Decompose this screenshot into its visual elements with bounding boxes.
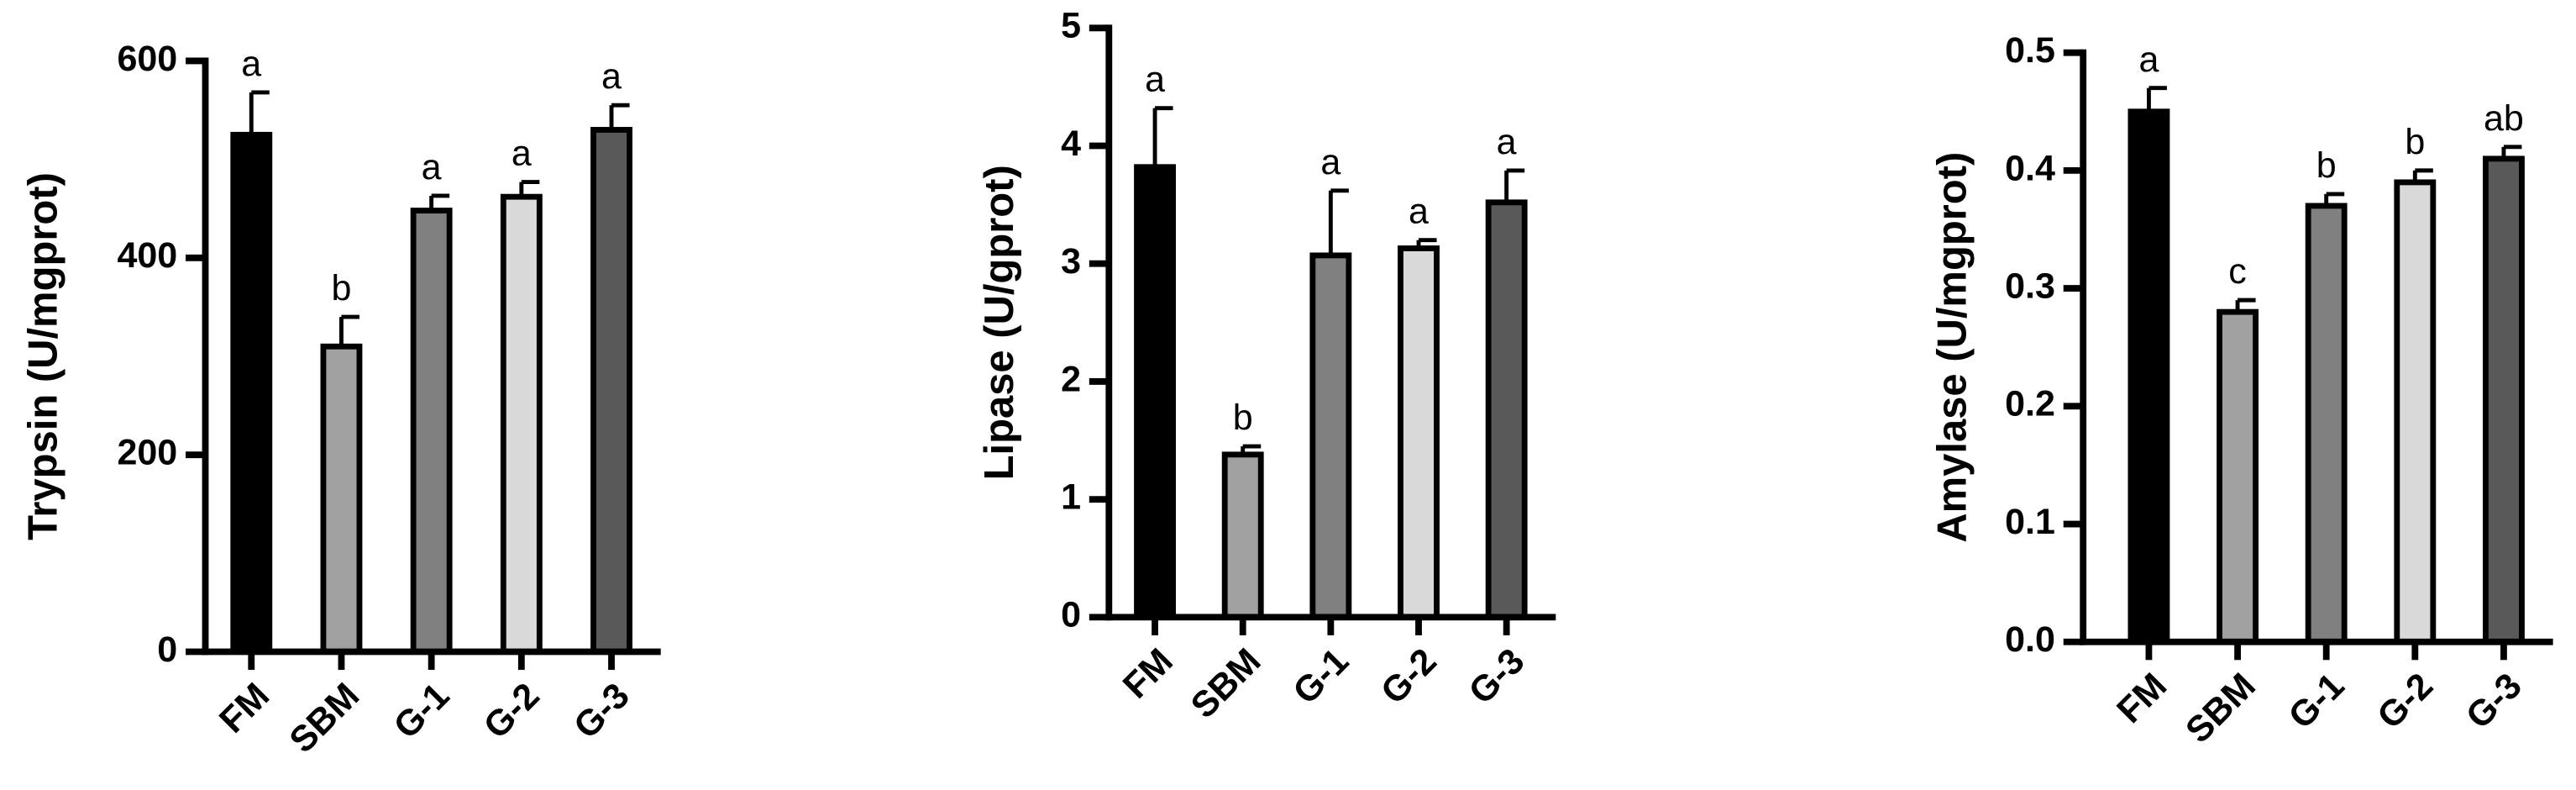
y-axis-label: Amylase (U/mgprot)	[1930, 152, 1975, 543]
significance-label: b	[1233, 398, 1253, 438]
x-tick-label: SBM	[2178, 666, 2264, 751]
y-tick-label: 4	[1061, 124, 1081, 164]
x-tick-label: G-2	[476, 676, 548, 747]
x-tick-label: G-3	[566, 676, 637, 747]
x-tick-label: G-2	[1373, 641, 1445, 713]
x-tick-label: SBM	[282, 676, 368, 761]
significance-label: a	[2138, 40, 2159, 80]
y-tick-label: 0	[157, 629, 177, 670]
significance-label: a	[1320, 142, 1340, 182]
y-tick-label: 0.4	[2005, 148, 2055, 188]
bar	[1398, 245, 1440, 620]
significance-label: ab	[2484, 98, 2524, 139]
y-axis-label: Trypsin (U/mgprot)	[21, 172, 66, 540]
bar	[230, 131, 273, 655]
significance-label: a	[1145, 60, 1165, 100]
y-tick-label: 0.3	[2005, 266, 2055, 306]
significance-label: b	[2316, 145, 2337, 186]
bar	[1221, 451, 1264, 620]
x-tick-label: SBM	[1183, 641, 1269, 727]
significance-label: b	[331, 268, 351, 308]
y-tick-label: 0.1	[2005, 502, 2055, 542]
significance-label: a	[422, 147, 442, 187]
significance-label: a	[1497, 122, 1517, 162]
significance-label: a	[601, 56, 622, 97]
bar	[2305, 203, 2348, 645]
y-tick-label: 400	[117, 235, 177, 276]
y-tick-label: 3	[1061, 241, 1081, 282]
x-tick-label: FM	[1115, 641, 1181, 707]
y-tick-label: 200	[117, 433, 177, 473]
bar	[2482, 155, 2525, 645]
significance-label: a	[1409, 192, 1429, 232]
significance-label: c	[2228, 251, 2247, 292]
x-tick-label: G-2	[2369, 666, 2441, 737]
bar	[2394, 179, 2437, 645]
bar	[2217, 308, 2259, 645]
significance-label: a	[241, 44, 261, 84]
bar	[590, 127, 632, 655]
bar	[320, 343, 363, 655]
x-tick-label: G-3	[1461, 641, 1533, 713]
significance-label: a	[512, 134, 532, 174]
x-tick-label: G-3	[2458, 666, 2530, 737]
bar	[500, 193, 543, 655]
bar	[1309, 252, 1352, 620]
y-tick-label: 0	[1061, 595, 1081, 635]
y-tick-label: 0.5	[2005, 30, 2055, 71]
x-tick-label: G-1	[1285, 641, 1356, 713]
bar	[2127, 108, 2170, 645]
bar	[1485, 199, 1528, 620]
y-tick-label: 2	[1061, 359, 1081, 399]
y-tick-label: 5	[1061, 6, 1081, 46]
bar	[1134, 164, 1177, 620]
y-tick-label: 0.0	[2005, 619, 2055, 660]
x-tick-label: FM	[2109, 666, 2175, 731]
bar	[410, 208, 453, 655]
x-tick-label: G-1	[2281, 666, 2353, 737]
y-tick-label: 0.2	[2005, 384, 2055, 424]
y-tick-label: 600	[117, 39, 177, 79]
x-tick-label: G-1	[386, 676, 458, 747]
y-tick-label: 1	[1061, 477, 1081, 518]
x-tick-label: FM	[212, 676, 277, 741]
significance-label: b	[2405, 122, 2425, 162]
y-axis-label: Lipase (U/gprot)	[977, 165, 1022, 480]
